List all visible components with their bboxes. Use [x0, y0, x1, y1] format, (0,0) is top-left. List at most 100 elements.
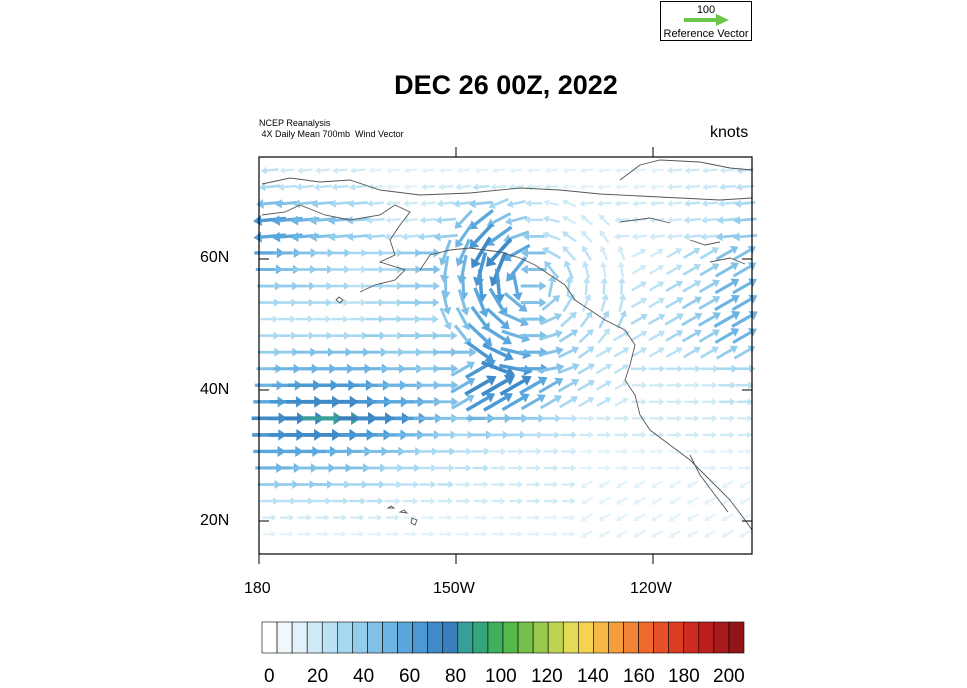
wind-arrow: [600, 246, 607, 260]
wind-arrow: [583, 294, 591, 312]
wind-arrow: [633, 249, 646, 257]
wind-arrow: [683, 280, 702, 291]
wind-arrow: [564, 260, 573, 279]
wind-arrow: [296, 183, 314, 191]
wind-arrow: [702, 167, 717, 174]
wind-arrow: [438, 498, 453, 505]
wind-arrow: [543, 216, 560, 223]
wind-arrow: [562, 514, 575, 521]
wind-arrow: [717, 346, 738, 359]
wind-arrow: [525, 200, 542, 207]
wind-arrow: [580, 465, 593, 472]
wind-arrow: [296, 315, 314, 323]
wind-arrow: [581, 230, 592, 242]
wind-arrow: [351, 531, 364, 537]
wind-arrow: [367, 497, 384, 504]
wind-arrow: [509, 465, 524, 472]
wind-arrow: [615, 398, 628, 406]
wind-arrow: [385, 497, 401, 504]
wind-arrow: [521, 281, 547, 291]
wind-arrow: [703, 465, 716, 472]
wind-arrow: [527, 167, 540, 173]
wind-arrow: [633, 448, 647, 455]
wind-arrow: [482, 375, 515, 395]
wind-arrow: [632, 382, 648, 389]
wind-arrow: [582, 246, 591, 261]
wind-arrow: [598, 481, 610, 488]
wind-arrow: [581, 514, 593, 521]
wind-arrow: [616, 531, 628, 538]
wind-arrow: [600, 262, 607, 278]
wind-arrow: [649, 233, 664, 240]
wind-arrow: [649, 382, 665, 389]
wind-arrow: [332, 167, 347, 174]
wind-arrow: [669, 481, 681, 488]
wind-arrow: [474, 167, 487, 173]
wind-arrow: [263, 531, 276, 537]
colorbar-swatch: [277, 622, 292, 653]
wind-arrow: [619, 294, 626, 312]
wind-arrow: [669, 531, 680, 538]
wind-arrow: [616, 498, 628, 505]
wind-arrow: [278, 497, 297, 505]
wind-arrow: [597, 167, 610, 173]
wind-arrow: [615, 465, 628, 472]
wind-arrow: [279, 167, 294, 174]
wind-arrow: [524, 431, 543, 439]
wind-arrow: [701, 216, 718, 223]
wind-arrow: [454, 448, 472, 456]
wind-arrow: [492, 167, 505, 173]
wind-arrow: [615, 167, 628, 173]
wind-arrow: [650, 465, 663, 472]
wind-arrow: [561, 465, 576, 472]
wind-arrow: [369, 531, 382, 538]
wind-arrow: [579, 346, 595, 357]
wind-arrow: [457, 167, 470, 173]
wind-arrow: [581, 311, 593, 327]
wind-arrow: [632, 432, 647, 439]
colorbar-tick-180: 180: [668, 666, 700, 688]
wind-arrow: [683, 233, 701, 241]
wind-arrow: [632, 398, 647, 405]
wind-arrow: [433, 364, 458, 373]
wind-arrow: [632, 233, 647, 240]
wind-arrow: [634, 498, 646, 505]
wind-arrow: [614, 233, 629, 240]
wind-arrow: [403, 200, 417, 207]
wind-arrow: [450, 347, 477, 357]
wind-arrow: [720, 415, 736, 422]
wind-arrow: [632, 281, 647, 290]
wind-arrow: [683, 264, 701, 275]
wind-arrow: [719, 183, 736, 190]
colorbar-swatch: [458, 622, 473, 653]
wind-arrow: [633, 167, 646, 173]
wind-arrow: [278, 183, 297, 191]
colorbar-tick-60: 60: [399, 666, 420, 688]
wind-arrow: [401, 481, 419, 489]
wind-arrow: [651, 514, 663, 521]
wind-arrow: [614, 432, 629, 439]
wind-arrow: [562, 498, 576, 505]
wind-arrow: [386, 531, 399, 538]
wind-arrow: [507, 200, 526, 208]
wind-arrow: [614, 415, 629, 422]
wind-arrow: [684, 398, 699, 405]
wind-arrow: [403, 217, 418, 224]
wind-arrow: [562, 199, 575, 206]
wind-arrow: [649, 314, 666, 324]
wind-arrow: [651, 498, 663, 505]
wind-arrow: [350, 167, 365, 174]
wind-arrow: [579, 329, 593, 342]
wind-arrow: [704, 514, 716, 521]
colorbar-tick-40: 40: [353, 666, 374, 688]
wind-arrow: [562, 216, 575, 224]
wind-arrow: [545, 514, 558, 521]
wind-arrow: [421, 184, 435, 191]
wind-arrow: [599, 214, 610, 225]
wind-arrow: [419, 216, 436, 223]
wind-arrow: [560, 330, 579, 342]
wind-arrow: [615, 448, 629, 455]
wind-arrow: [614, 331, 630, 341]
wind-arrow: [541, 414, 561, 422]
wind-arrow: [401, 233, 420, 241]
